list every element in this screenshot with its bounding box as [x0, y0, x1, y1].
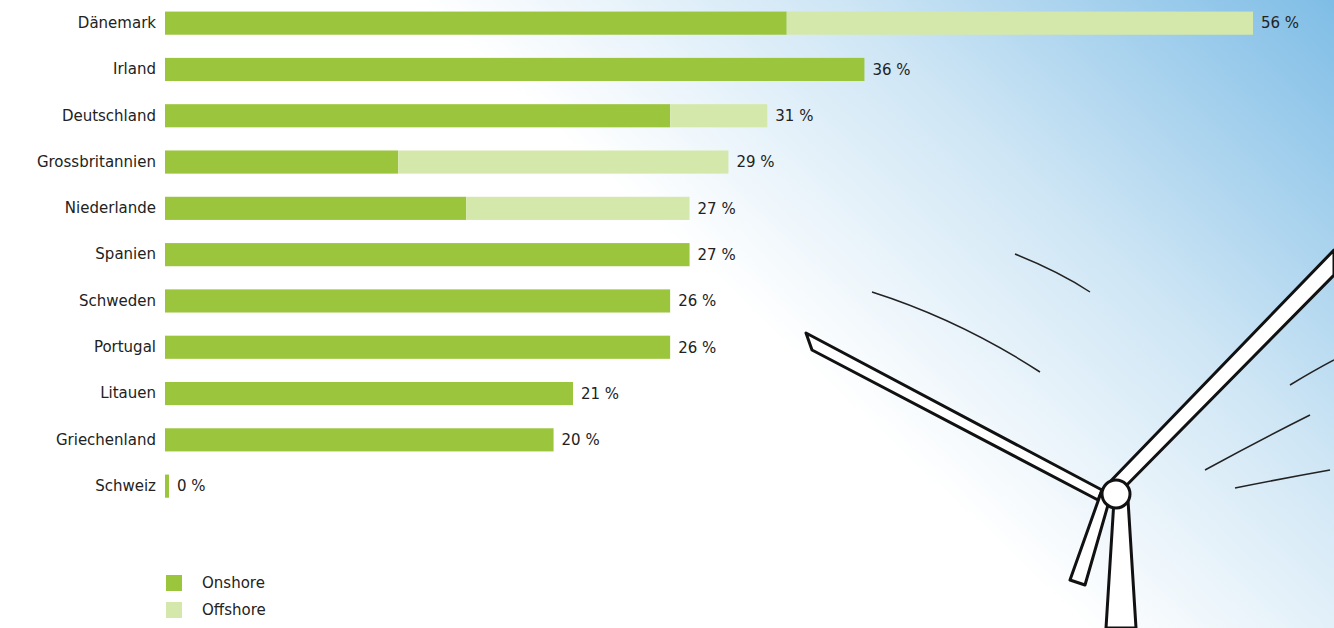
turbine-blade	[1102, 250, 1334, 500]
bar	[165, 150, 398, 173]
tick-label: Grossbritannien	[37, 153, 156, 171]
bar	[398, 150, 728, 173]
tick-label: Litauen	[100, 384, 156, 402]
turbine	[806, 250, 1334, 628]
bar	[573, 382, 574, 405]
tick-label: Niederlande	[65, 199, 156, 217]
tick-label: Portugal	[94, 338, 156, 356]
bar	[165, 289, 670, 312]
data-label: 27 %	[698, 200, 736, 218]
tick: Grossbritannien	[37, 153, 164, 171]
bar	[670, 104, 767, 127]
bar	[689, 243, 690, 266]
tick-label: Dänemark	[78, 14, 156, 32]
legend-swatch	[166, 575, 182, 591]
chart: Dänemark Irland Deutschland Grossbritannien…	[0, 0, 1334, 628]
tick: Deutschland	[62, 107, 164, 125]
data-label: 36 %	[872, 61, 910, 79]
tick: Niederlande	[65, 199, 164, 217]
bar	[787, 12, 1253, 35]
bar	[165, 382, 573, 405]
turbine-motion	[1205, 415, 1310, 470]
turbine-motion	[872, 292, 1040, 372]
tick: Irland	[113, 60, 164, 78]
bar	[670, 336, 671, 359]
data-label: 20 %	[562, 431, 600, 449]
data-label: 0 %	[177, 477, 206, 495]
tick: Spanien	[95, 245, 164, 263]
tick: Schweiz	[95, 477, 164, 495]
turbine-motion	[1290, 360, 1334, 385]
tick-label: Schweden	[79, 292, 156, 310]
bar	[165, 197, 466, 220]
turbine-blade	[1070, 490, 1110, 585]
tick-label: Schweiz	[95, 477, 156, 495]
data-label: 56 %	[1261, 14, 1299, 32]
legend-item: Offshore	[166, 601, 266, 619]
bar	[670, 289, 671, 312]
bar	[165, 243, 690, 266]
bar	[165, 475, 166, 498]
data-label: 31 %	[775, 107, 813, 125]
turbine-blade	[806, 333, 1102, 500]
tick-label: Griechenland	[56, 431, 156, 449]
legend-swatch	[166, 602, 182, 618]
bar	[165, 58, 864, 81]
bar	[165, 428, 554, 451]
turbine-motion	[1235, 470, 1330, 488]
bar	[165, 12, 787, 35]
bar	[165, 104, 670, 127]
tick: Dänemark	[78, 14, 164, 32]
turbine-motion	[1015, 254, 1090, 292]
data-labels: 56 % 36 % 31 % 29 % 27 % 27 % 26 % 26 % 21 % 20 %…	[177, 14, 1299, 495]
bar	[553, 428, 554, 451]
legend-item: Onshore	[166, 574, 265, 592]
tick: Litauen	[100, 384, 164, 402]
data-label: 26 %	[678, 292, 716, 310]
legend: Onshore Offshore	[166, 574, 266, 619]
turbine-hub	[1102, 480, 1130, 508]
turbine-tower	[1106, 500, 1136, 628]
bars	[165, 12, 1253, 498]
bar	[165, 475, 169, 498]
data-label: 27 %	[698, 246, 736, 264]
legend-label: Offshore	[202, 601, 266, 619]
data-label: 21 %	[581, 385, 619, 403]
tick: Portugal	[94, 338, 164, 356]
tick-label: Deutschland	[62, 107, 156, 125]
bar	[165, 336, 670, 359]
y-axis: Dänemark Irland Deutschland Grossbritannien…	[37, 14, 164, 495]
data-label: 26 %	[678, 339, 716, 357]
tick-label: Irland	[113, 60, 156, 78]
bar	[466, 197, 689, 220]
tick-label: Spanien	[95, 245, 156, 263]
tick: Schweden	[79, 292, 164, 310]
data-label: 29 %	[736, 153, 774, 171]
legend-label: Onshore	[202, 574, 265, 592]
bar	[864, 58, 865, 81]
tick: Griechenland	[56, 431, 164, 449]
background	[0, 0, 1334, 628]
